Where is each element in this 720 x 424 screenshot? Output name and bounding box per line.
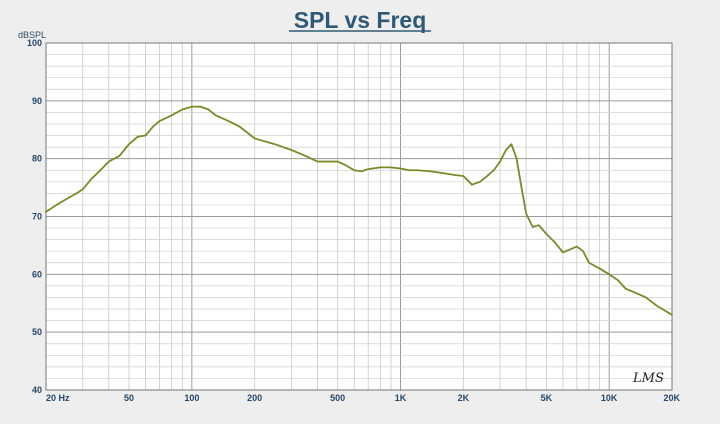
plot-frame — [45, 42, 673, 391]
x-axis-ticks: 20 Hz 50 100 200 500 1K 2K 5K 10K 20K — [46, 393, 680, 403]
y-axis-unit-label: dBSPL — [18, 30, 46, 40]
x-tick-label: 500 — [330, 393, 345, 403]
y-axis-ticks: 40 50 60 70 80 90 100 — [27, 38, 42, 395]
x-tick-label: 200 — [247, 393, 262, 403]
y-tick-label: 50 — [32, 327, 42, 337]
y-tick-label: 70 — [32, 212, 42, 222]
chart-title: SPL vs Freq — [294, 7, 427, 33]
lms-logo: LMS — [632, 371, 664, 386]
spl-curve — [45, 105, 673, 316]
x-tick-label: 20 Hz — [46, 393, 70, 403]
y-tick-label: 80 — [32, 154, 42, 164]
x-tick-label: 20K — [663, 393, 680, 403]
x-tick-label: 100 — [184, 393, 199, 403]
x-tick-label: 1K — [395, 393, 407, 403]
grid — [45, 42, 673, 391]
y-tick-label: 40 — [32, 385, 42, 395]
x-tick-label: 10K — [601, 393, 618, 403]
x-tick-label: 5K — [541, 393, 553, 403]
y-tick-label: 90 — [32, 96, 42, 106]
x-tick-label: 50 — [124, 393, 134, 403]
y-tick-label: 60 — [32, 269, 42, 279]
y-tick-label: 100 — [27, 38, 42, 48]
x-tick-label: 2K — [458, 393, 470, 403]
